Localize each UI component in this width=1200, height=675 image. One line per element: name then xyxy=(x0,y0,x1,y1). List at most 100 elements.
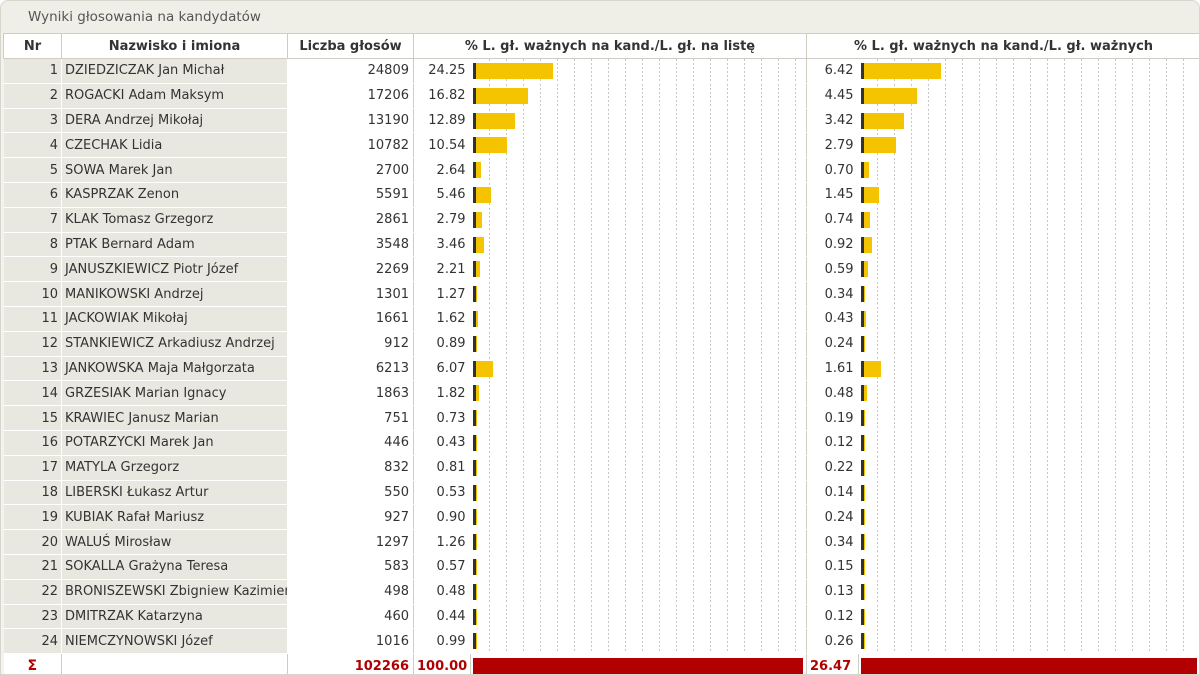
bar-valid-cell xyxy=(858,132,1199,159)
candidate-pct-valid: 0.43 xyxy=(806,306,859,332)
gridlines xyxy=(860,133,1199,157)
candidate-nr: 14 xyxy=(3,380,62,407)
candidate-pct-valid: 0.24 xyxy=(806,331,859,357)
table-row: 10 MANIKOWSKI Andrzej 1301 1.27 0.34 xyxy=(3,281,1199,307)
candidate-nr: 13 xyxy=(3,356,62,382)
table-row: 14 GRZESIAK Marian Ignacy 1863 1.82 0.48 xyxy=(3,380,1199,407)
candidate-pct-list: 0.44 xyxy=(413,604,471,630)
header-pct-list[interactable]: % L. gł. ważnych na kand./L. gł. na list… xyxy=(412,33,808,59)
bar-valid xyxy=(860,211,870,228)
candidate-pct-list: 0.43 xyxy=(413,430,471,456)
bar-list xyxy=(472,162,482,179)
candidate-pct-valid: 0.48 xyxy=(806,380,859,407)
bar-valid xyxy=(860,162,870,179)
gridlines xyxy=(472,282,806,306)
table-body: 1 DZIEDZICZAK Jan Michał 24809 24.25 6.42 2 RO… xyxy=(3,58,1199,655)
bar-valid-cell xyxy=(858,529,1199,555)
bar-valid xyxy=(860,236,873,253)
bar-list xyxy=(472,608,477,625)
candidate-nr: 23 xyxy=(3,604,62,630)
bar-valid xyxy=(860,310,866,327)
gridlines xyxy=(860,182,1199,207)
total-symbol: Σ xyxy=(3,653,62,674)
candidate-name: STANKIEWICZ Arkadiusz Andrzej xyxy=(61,331,288,357)
candidate-votes: 927 xyxy=(287,504,414,531)
candidate-name: JANUSZKIEWICZ Piotr Józef xyxy=(61,256,288,283)
header-name[interactable]: Nazwisko i imiona xyxy=(61,33,288,59)
results-table: Nr Nazwisko i imiona Liczba głosów % L. … xyxy=(3,33,1199,674)
bar-list-cell xyxy=(470,554,808,580)
table-row: 15 KRAWIEC Janusz Marian 751 0.73 0.19 xyxy=(3,405,1199,431)
total-bar-list-cell xyxy=(470,653,808,674)
candidate-votes: 1297 xyxy=(287,529,414,555)
candidate-name: JACKOWIAK Mikołaj xyxy=(61,306,288,332)
bar-list-cell xyxy=(470,579,808,605)
gridlines xyxy=(472,480,806,504)
candidate-nr: 24 xyxy=(3,628,62,655)
candidate-pct-valid: 3.42 xyxy=(806,108,859,134)
candidate-pct-valid: 0.19 xyxy=(806,405,859,431)
table-row: 3 DERA Andrzej Mikołaj 13190 12.89 3.42 xyxy=(3,108,1199,134)
candidate-pct-list: 24.25 xyxy=(413,58,471,84)
gridlines xyxy=(860,530,1199,554)
bar-list xyxy=(472,558,477,575)
candidate-pct-list: 0.48 xyxy=(413,579,471,605)
bar-valid xyxy=(860,385,867,402)
bar-list xyxy=(472,360,493,377)
candidate-pct-list: 2.21 xyxy=(413,256,471,283)
candidate-name: KUBIAK Rafał Mariusz xyxy=(61,504,288,531)
bar-list xyxy=(472,509,477,526)
bar-list xyxy=(472,211,482,228)
bar-valid-cell xyxy=(858,83,1199,109)
candidate-pct-valid: 6.42 xyxy=(806,58,859,84)
header-pct-valid[interactable]: % L. gł. ważnych na kand./L. gł. ważnych xyxy=(806,33,1199,59)
bar-list-cell xyxy=(470,207,808,233)
candidate-pct-list: 2.79 xyxy=(413,207,471,233)
candidate-pct-list: 2.64 xyxy=(413,157,471,183)
candidate-votes: 1863 xyxy=(287,380,414,407)
candidate-votes: 446 xyxy=(287,430,414,456)
bar-valid-cell xyxy=(858,480,1199,506)
candidate-name: PTAK Bernard Adam xyxy=(61,232,288,258)
candidate-nr: 7 xyxy=(3,207,62,233)
candidate-pct-list: 5.46 xyxy=(413,182,471,208)
bar-list xyxy=(472,186,491,203)
bar-list-cell xyxy=(470,306,808,332)
gridlines xyxy=(860,480,1199,504)
candidate-nr: 8 xyxy=(3,232,62,258)
candidate-name: KRAWIEC Janusz Marian xyxy=(61,405,288,431)
gridlines xyxy=(472,59,806,83)
bar-list xyxy=(472,459,477,476)
candidate-nr: 21 xyxy=(3,554,62,580)
bar-list xyxy=(472,63,553,79)
header-nr[interactable]: Nr xyxy=(3,33,62,59)
bar-valid-cell xyxy=(858,182,1199,208)
bar-list-cell xyxy=(470,281,808,307)
table-row: 21 SOKALLA Grażyna Teresa 583 0.57 0.15 xyxy=(3,554,1199,580)
bar-valid xyxy=(860,583,865,600)
bar-list xyxy=(472,633,477,650)
total-bar-valid-cell xyxy=(858,653,1199,674)
candidate-nr: 16 xyxy=(3,430,62,456)
candidate-votes: 1016 xyxy=(287,628,414,655)
candidate-nr: 22 xyxy=(3,579,62,605)
bar-valid xyxy=(860,186,879,203)
bar-valid xyxy=(860,286,865,303)
candidate-nr: 2 xyxy=(3,83,62,109)
candidate-pct-valid: 1.45 xyxy=(806,182,859,208)
table-row: 8 PTAK Bernard Adam 3548 3.46 0.92 xyxy=(3,232,1199,258)
candidate-pct-list: 3.46 xyxy=(413,232,471,258)
header-votes[interactable]: Liczba głosów xyxy=(287,33,414,59)
bar-list-cell xyxy=(470,256,808,283)
bar-valid-cell xyxy=(858,331,1199,357)
candidate-votes: 13190 xyxy=(287,108,414,134)
candidate-nr: 10 xyxy=(3,281,62,307)
gridlines xyxy=(472,257,806,281)
candidate-pct-valid: 0.14 xyxy=(806,480,859,506)
bar-list xyxy=(472,434,477,451)
candidate-votes: 3548 xyxy=(287,232,414,258)
candidate-pct-list: 12.89 xyxy=(413,108,471,134)
gridlines xyxy=(860,282,1199,306)
table-row: 22 BRONISZEWSKI Zbigniew Kazimierz 498 0.48… xyxy=(3,579,1199,605)
